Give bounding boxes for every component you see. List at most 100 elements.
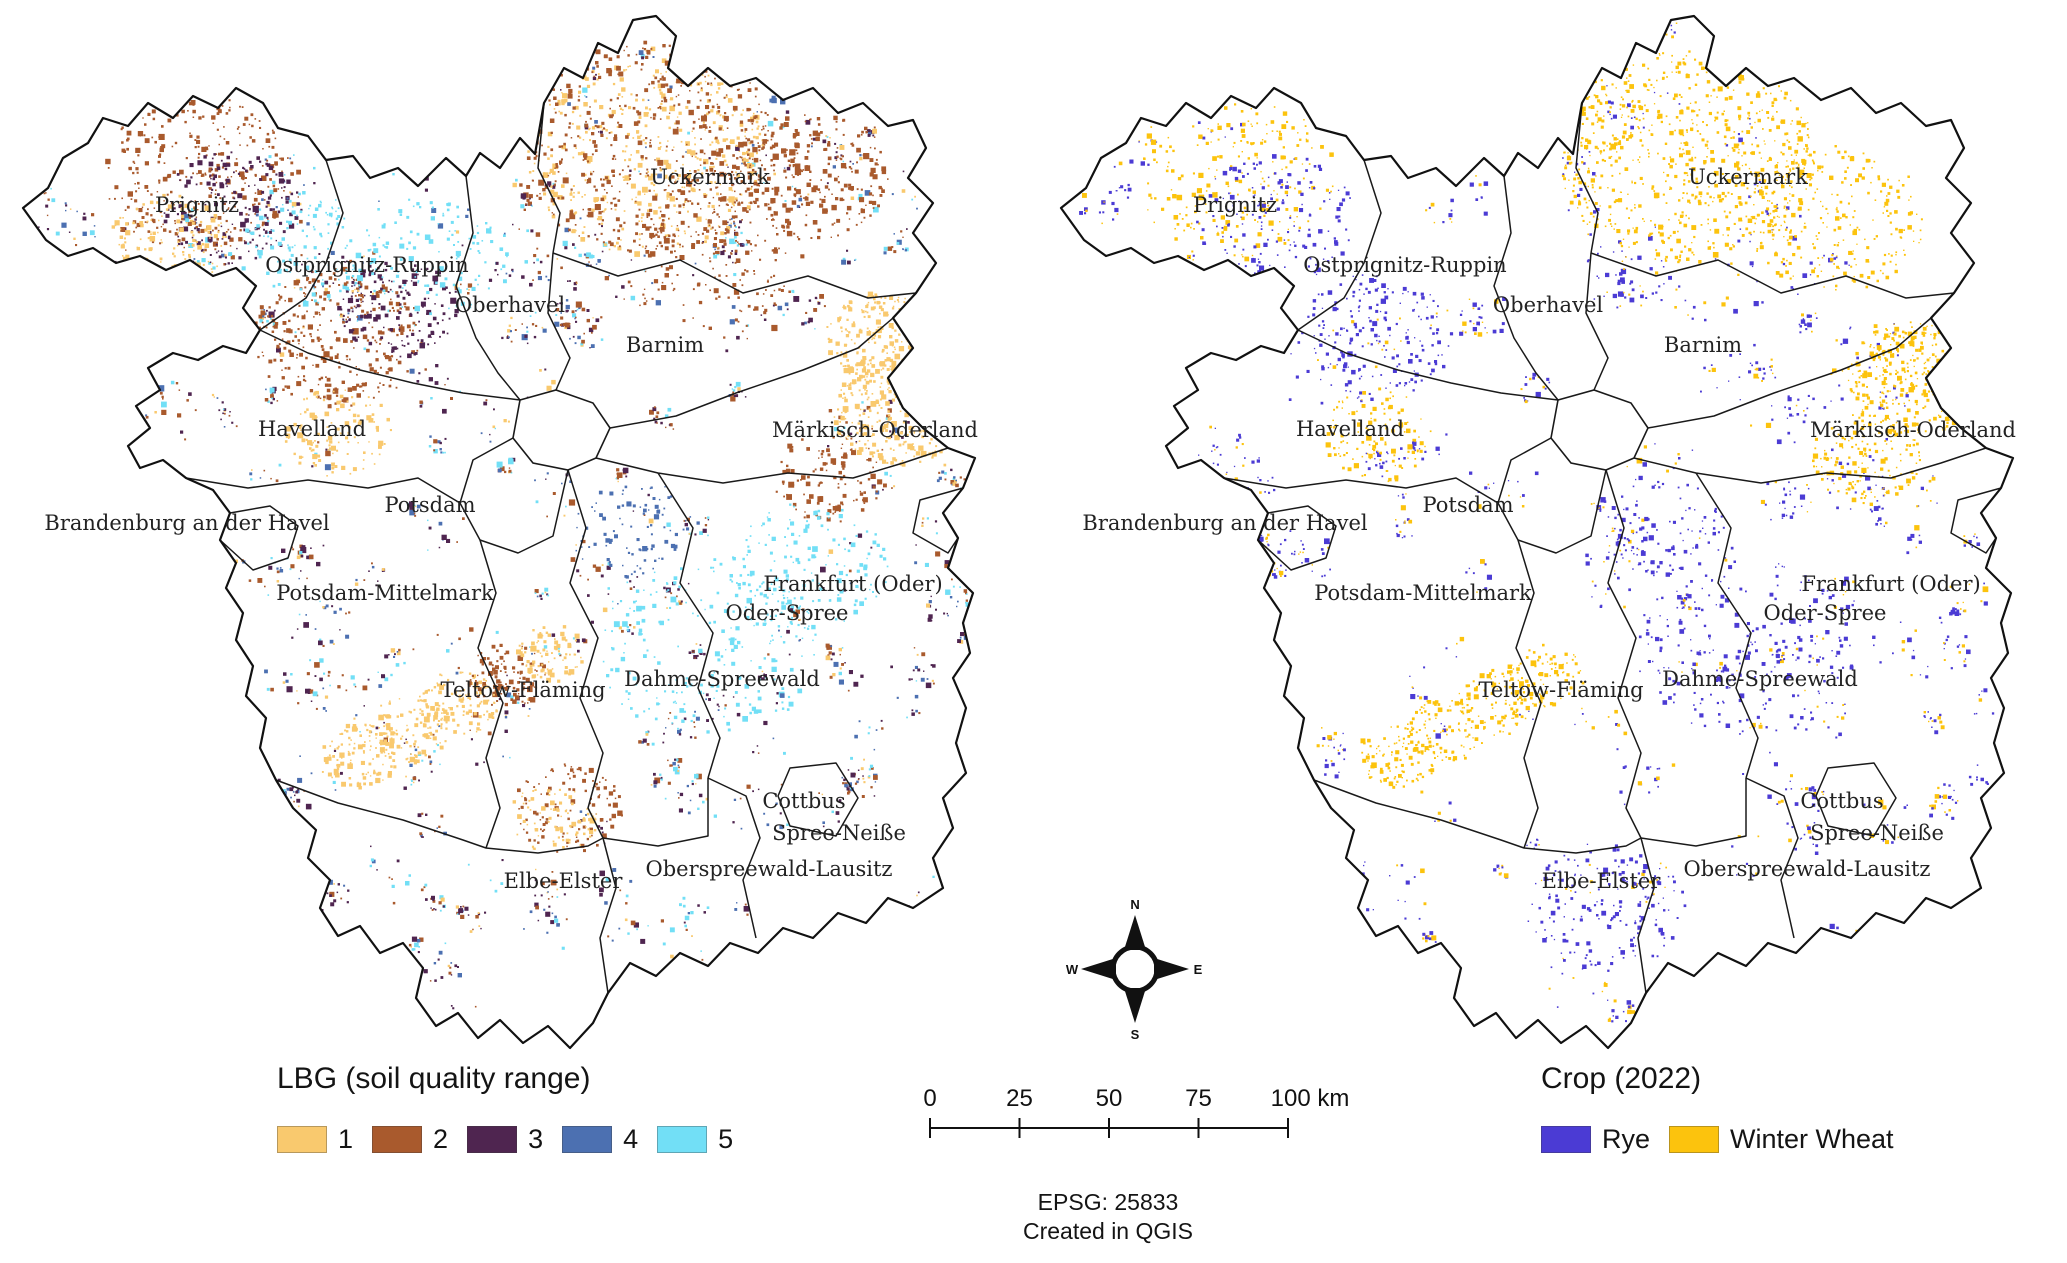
district-label: Cottbus [1800, 789, 1883, 813]
lbg-swatch [372, 1126, 423, 1153]
district-border [1950, 487, 2002, 554]
district-border [1223, 477, 1499, 504]
district-label: Uckermark [1688, 165, 1808, 189]
lbg-legend-items: 1 2 3 4 5 [277, 1124, 752, 1155]
lbg-swatch-label: 1 [338, 1124, 354, 1154]
credit-note: Created in QGIS [1022, 1218, 1194, 1244]
district-border [1313, 779, 1642, 854]
compass-arrow-east [1154, 958, 1189, 980]
crop-legend-item: Rye [1541, 1124, 1650, 1155]
compass-label-e: E [1194, 962, 1203, 977]
district-label: Frankfurt (Oder) [763, 572, 942, 596]
lbg-swatch-label: 5 [718, 1124, 734, 1154]
district-label: Brandenburg an der Havel [1082, 511, 1367, 535]
district-border [259, 159, 344, 331]
district-border [912, 487, 964, 554]
district-label: Spree-Neiße [1810, 821, 1944, 845]
lbg-legend-item: 5 [657, 1124, 733, 1155]
crop-swatch [1669, 1126, 1720, 1153]
crop-swatch [1541, 1126, 1591, 1153]
district-border [1815, 762, 1897, 837]
district-border [1297, 329, 1559, 401]
district-label: Havelland [258, 417, 366, 441]
district-label: Märkisch-Oderland [1810, 418, 2016, 442]
district-label: Dahme-Spreewald [1662, 667, 1858, 691]
lbg-swatch-label: 3 [528, 1124, 544, 1154]
district-label: Barnim [626, 333, 704, 357]
district-label: Barnim [1664, 333, 1742, 357]
map-footer: EPSG: 25833 Created in QGIS [958, 1188, 1258, 1246]
crop-map: Prignitz Ostprignitz-Ruppin Oberhavel Ucker… [1046, 8, 2046, 1058]
district-border [1640, 778, 1747, 847]
district-border [1493, 175, 1559, 401]
state-area [1061, 16, 2013, 1048]
district-border [1647, 317, 1932, 429]
crop-map-svg: Prignitz Ostprignitz-Ruppin Oberhavel Ucker… [1059, 14, 2016, 1050]
crop-swatch-label: Rye [1602, 1124, 1651, 1154]
lbg-swatch [562, 1126, 613, 1153]
district-label: Potsdam [1422, 493, 1513, 517]
district-label: Teltow-Fläming [440, 678, 605, 702]
berlin-hole [512, 389, 611, 471]
lbg-swatch [277, 1126, 327, 1153]
state-border [21, 14, 977, 1050]
district-label: Prignitz [155, 193, 239, 217]
district-border [1297, 159, 1382, 331]
district-border [552, 252, 917, 299]
district-label: Havelland [1296, 417, 1404, 441]
district-border [477, 539, 504, 849]
district-border [609, 317, 894, 429]
compass-label-s: S [1131, 1027, 1140, 1042]
district-border [547, 252, 571, 391]
district-border [657, 472, 721, 779]
district-border [259, 329, 521, 401]
scalebar-tick-label: 50 [1096, 1085, 1123, 1112]
lbg-legend: LBG (soil quality range) 1 2 3 4 5 [277, 1062, 752, 1155]
berlin-hole [1550, 389, 1649, 471]
district-label: Teltow-Fläming [1478, 678, 1643, 702]
lbg-swatch-label: 2 [433, 1124, 449, 1154]
crop-legend-title: Crop (2022) [1541, 1062, 1702, 1095]
compass-arrow-north [1124, 915, 1146, 950]
district-border [1515, 539, 1542, 849]
district-label: Ostprignitz-Ruppin [265, 253, 468, 277]
district-label: Potsdam [384, 493, 475, 517]
district-label: Ostprignitz-Ruppin [1303, 253, 1506, 277]
crop-swatch-label: Winter Wheat [1730, 1124, 1894, 1154]
district-border [275, 779, 604, 854]
district-border [1637, 837, 1655, 994]
crop-legend-item: Winter Wheat [1669, 1124, 1894, 1155]
district-label: Oberhavel [455, 293, 565, 317]
district-label: Spree-Neiße [772, 821, 906, 845]
scale-bar: 0 25 50 75 100 km [923, 1085, 1350, 1138]
district-label: Oder-Spree [726, 601, 849, 625]
district-border [777, 762, 859, 837]
district-border [219, 505, 299, 571]
lbg-map: Prignitz Ostprignitz-Ruppin Oberhavel Ucker… [8, 8, 1008, 1058]
district-label: Dahme-Spreewald [624, 667, 820, 691]
scalebar-tick-label: 100 km [1271, 1085, 1350, 1112]
district-label: Uckermark [650, 165, 770, 189]
district-border [707, 777, 761, 939]
district-border [185, 477, 461, 504]
compass-arrow-west [1081, 958, 1116, 980]
district-label: Brandenburg an der Havel [44, 511, 329, 535]
lbg-legend-item: 1 [277, 1124, 353, 1155]
lbg-legend-item: 3 [467, 1124, 543, 1155]
district-label: Prignitz [1193, 193, 1277, 217]
lbg-legend-title: LBG (soil quality range) [277, 1062, 591, 1095]
district-label: Oberspreewald-Lausitz [646, 857, 893, 881]
district-border [1585, 252, 1609, 391]
district-label: Elbe-Elster [1542, 869, 1662, 893]
district-label: Potsdam-Mittelmark [276, 581, 494, 605]
district-border [602, 778, 709, 847]
district-border [1745, 777, 1799, 939]
epsg-note: EPSG: 25833 [1037, 1189, 1179, 1215]
lbg-legend-item: 4 [562, 1124, 638, 1155]
crop-legend-items: Rye Winter Wheat [1541, 1124, 1913, 1155]
lbg-legend-item: 2 [372, 1124, 448, 1155]
district-border [1575, 102, 1599, 254]
district-label: Märkisch-Oderland [772, 418, 978, 442]
lbg-swatch [657, 1126, 708, 1153]
